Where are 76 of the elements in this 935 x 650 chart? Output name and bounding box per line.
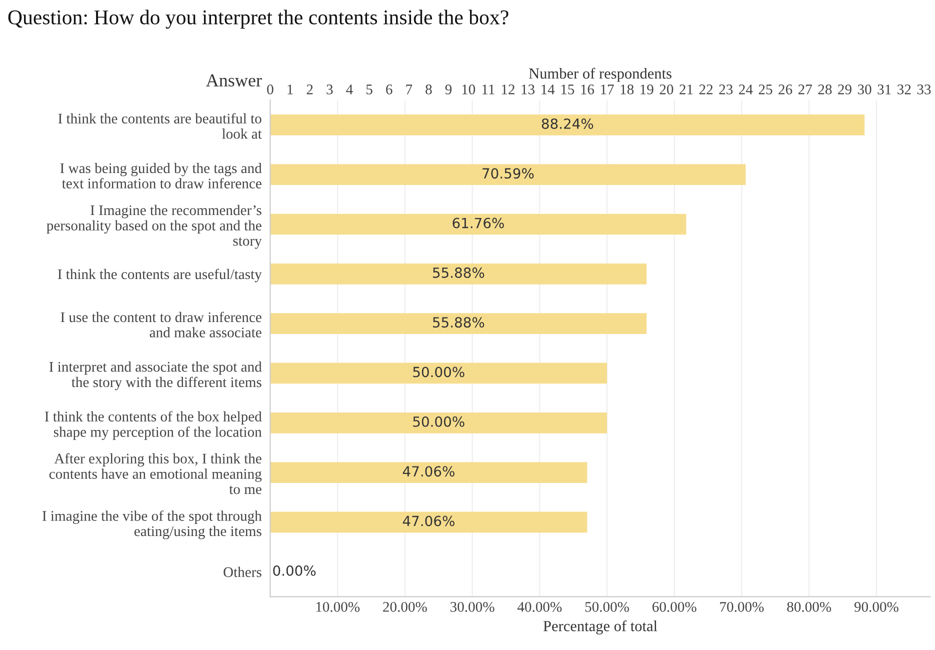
x2-tick-label: 1	[288, 84, 293, 94]
y-tick-label: After exploring this box, I think the contents have an emotional meaning to me	[49, 453, 262, 494]
y-tick-label: I was being guided by the tags and text information to draw inference	[60, 162, 262, 188]
x2-tick-label: 5	[366, 84, 372, 94]
x2-tick-label: 33	[917, 84, 931, 94]
x2-axis-title: Number of respondents	[529, 68, 672, 82]
x2-tick-label: 25	[758, 84, 772, 94]
y-tick-label: I Imagine the recommender’s personality based on the spot and the story	[46, 204, 262, 249]
x-tick-label: 70.00%	[720, 602, 764, 612]
x2-tick-label: 0	[267, 84, 274, 94]
y-tick-label: Others	[224, 566, 262, 578]
x-tick-label: 80.00%	[787, 602, 832, 612]
x2-tick-label: 13	[522, 84, 534, 94]
x2-tick-label: 32	[898, 84, 911, 94]
data-label: 47.06%	[402, 516, 454, 526]
x2-tick-label: 23	[719, 84, 733, 94]
x-axis-title: Percentage of total	[543, 620, 658, 634]
x2-tick-label: 6	[386, 84, 392, 94]
x-tick-label: 60.00%	[652, 602, 696, 612]
x2-tick-label: 14	[542, 84, 555, 94]
y-axis-title: Answer	[206, 74, 262, 86]
x2-tick-label: 26	[778, 84, 792, 94]
x2-tick-label: 28	[818, 84, 832, 94]
bar	[270, 462, 588, 483]
x2-tick-label: 10	[462, 84, 476, 94]
y-tick-label: I think the contents of the box helped shape my perception of the location	[44, 411, 262, 440]
x2-tick-label: 4	[346, 84, 353, 94]
chart-title: Question: How do you interpret the contents inside the box?	[8, 10, 508, 29]
x-tick-label: 30.00%	[450, 602, 494, 612]
bar	[270, 114, 865, 136]
data-label: 55.88%	[433, 267, 484, 278]
data-label: 47.06%	[402, 466, 454, 477]
bar	[270, 164, 746, 186]
bar	[270, 263, 647, 284]
x2-tick-label: 7	[406, 84, 412, 94]
data-label: 50.00%	[413, 366, 464, 378]
bar	[270, 313, 647, 334]
x2-tick-label: 2	[306, 84, 313, 94]
bar	[270, 362, 608, 384]
x2-tick-label: 9	[445, 84, 452, 94]
x2-tick-label: 27	[798, 84, 812, 94]
x2-tick-label: 20	[660, 84, 674, 94]
bar	[270, 412, 608, 434]
x2-tick-label: 31	[878, 84, 891, 94]
data-label: 70.59%	[482, 168, 534, 179]
x2-tick-label: 22	[699, 84, 713, 94]
x2-tick-label: 3	[326, 84, 333, 94]
data-label: 0.00%	[273, 565, 316, 576]
x2-tick-label: 15	[561, 84, 574, 94]
y-tick-label: I imagine the vibe of the spot through eating/using the items	[42, 510, 262, 540]
x-tick-label: 50.00%	[585, 602, 629, 612]
y-tick-label: I think the contents are useful/tasty	[58, 268, 262, 282]
x2-tick-label: 24	[739, 84, 753, 94]
x2-tick-label: 18	[620, 84, 634, 94]
x2-tick-label: 30	[858, 84, 872, 94]
x-tick-label: 10.00%	[316, 602, 360, 612]
data-label: 88.24%	[542, 118, 594, 129]
data-label: 55.88%	[433, 317, 484, 328]
x2-tick-label: 19	[640, 84, 654, 94]
y-tick-label: I think the contents are beautiful to look at	[58, 113, 262, 139]
y-tick-label: I interpret and associate the spot and the story with the different items	[49, 361, 262, 390]
x-tick-label: 40.00%	[517, 602, 562, 612]
x2-tick-label: 21	[680, 84, 693, 94]
x-tick-label: 90.00%	[854, 602, 898, 612]
bar	[270, 512, 588, 533]
x2-tick-label: 16	[581, 84, 594, 94]
x2-tick-label: 11	[482, 84, 494, 94]
bar	[270, 214, 686, 235]
x2-tick-label: 12	[502, 84, 514, 94]
data-label: 61.76%	[452, 218, 504, 228]
data-label: 50.00%	[413, 416, 464, 427]
x-tick-label: 20.00%	[383, 602, 427, 612]
y-tick-label: I use the content to draw inference and make associate	[60, 312, 262, 338]
x2-tick-label: 8	[426, 84, 432, 94]
x2-tick-label: 29	[838, 84, 852, 94]
x2-tick-label: 17	[600, 84, 614, 94]
